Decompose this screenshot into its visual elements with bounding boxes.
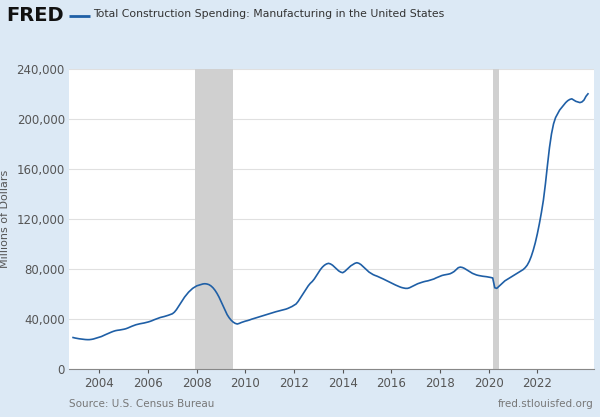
Bar [493, 69, 499, 369]
Y-axis label: Millions of Dollars: Millions of Dollars [0, 170, 10, 268]
Text: FRED: FRED [6, 6, 64, 25]
Text: Total Construction Spending: Manufacturing in the United States: Total Construction Spending: Manufacturi… [93, 9, 444, 19]
Bar [195, 69, 233, 369]
Text: Source: U.S. Census Bureau: Source: U.S. Census Bureau [69, 399, 214, 409]
Text: fred.stlouisfed.org: fred.stlouisfed.org [498, 399, 594, 409]
